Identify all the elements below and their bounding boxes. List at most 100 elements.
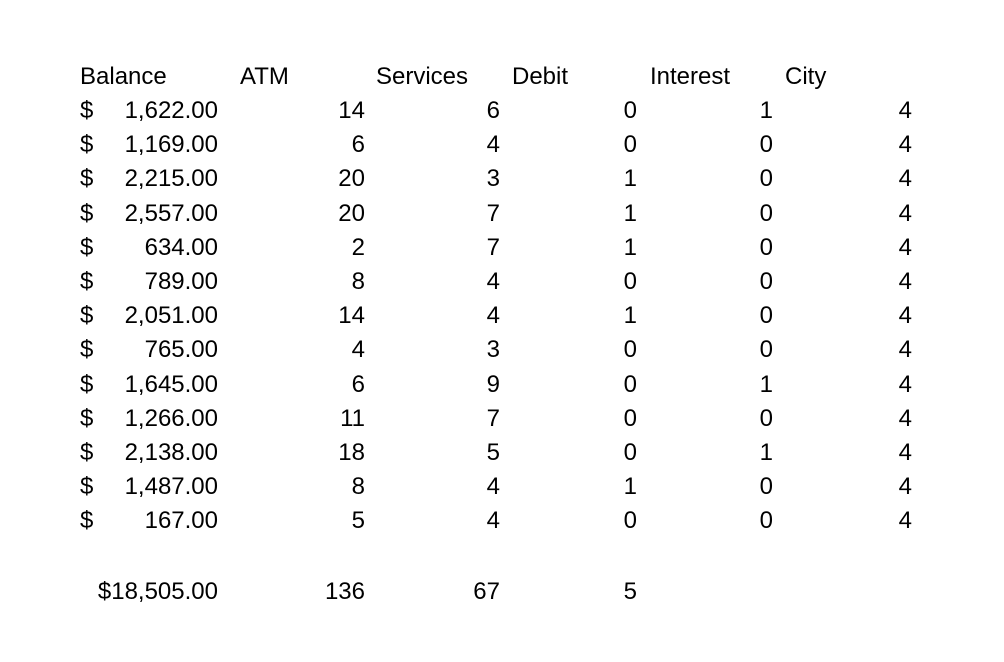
cell-debit: 1: [623, 473, 637, 501]
cell-city: 4: [898, 473, 912, 501]
cell-interest: 1: [759, 370, 773, 398]
cell-debit: 0: [623, 439, 637, 466]
cell-services: 7: [486, 404, 500, 432]
cell-city: 4: [898, 268, 912, 295]
cell-balance: 2,138.00: [124, 439, 218, 466]
cell-interest: 0: [759, 131, 773, 159]
cell-atm: 20: [338, 199, 365, 227]
cell-debit: 0: [623, 97, 637, 124]
cell-atm: 6: [351, 370, 365, 398]
cell-balance: 2,051.00: [124, 302, 218, 330]
cell-balance: 1,266.00: [124, 404, 218, 432]
currency-symbol: $: [80, 439, 94, 466]
cell-debit: 1: [623, 199, 637, 227]
cell-debit: 1: [623, 165, 637, 193]
cell-atm: 8: [351, 473, 365, 501]
cell-city: 4: [898, 165, 912, 193]
cell-balance: 1,645.00: [124, 370, 218, 398]
cell-interest: 1: [759, 439, 773, 466]
cell-services: 5: [486, 439, 500, 466]
cell-debit: 1: [623, 302, 637, 330]
cell-services: 4: [486, 131, 500, 159]
cell-balance: 1,169.00: [124, 131, 218, 159]
cell-atm: 5: [351, 507, 365, 535]
column-header-balance: Balance: [80, 63, 167, 90]
cell-services: 9: [486, 370, 500, 398]
cell-debit: 0: [623, 370, 637, 398]
cell-interest: 0: [759, 268, 773, 295]
currency-symbol: $: [80, 165, 94, 193]
currency-symbol: $: [80, 336, 94, 364]
currency-symbol: $: [80, 233, 94, 261]
cell-balance: 765.00: [144, 336, 218, 364]
column-header-services: Services: [376, 63, 469, 90]
cell-services: 4: [486, 302, 500, 330]
currency-symbol: $: [80, 302, 94, 330]
cell-city: 4: [898, 302, 912, 330]
column-header-atm: ATM: [240, 63, 289, 90]
cell-interest: 0: [759, 507, 773, 535]
cell-balance: 167.00: [144, 507, 218, 535]
cell-debit: 0: [623, 268, 637, 295]
currency-symbol: $: [80, 268, 94, 295]
cell-interest: 0: [759, 473, 773, 501]
cell-atm: 2: [351, 233, 365, 261]
cell-services: 6: [486, 97, 500, 124]
cell-atm: 8: [351, 268, 365, 295]
currency-symbol: $: [80, 97, 94, 124]
cell-interest: 0: [759, 199, 773, 227]
cell-balance: 1,487.00: [124, 473, 218, 501]
total-atm: 136: [324, 578, 365, 605]
cell-services: 4: [486, 473, 500, 501]
cell-city: 4: [898, 507, 912, 535]
cell-interest: 0: [759, 302, 773, 330]
cell-balance: 634.00: [144, 233, 218, 261]
cell-interest: 0: [759, 404, 773, 432]
cell-city: 4: [898, 131, 912, 159]
total-balance: $18,505.00: [97, 578, 218, 605]
total-debit: 5: [623, 578, 637, 605]
currency-symbol: $: [80, 131, 94, 159]
cell-city: 4: [898, 97, 912, 124]
cell-services: 4: [486, 507, 500, 535]
cell-atm: 18: [338, 439, 365, 466]
cell-city: 4: [898, 404, 912, 432]
cell-interest: 0: [759, 165, 773, 193]
currency-symbol: $: [80, 370, 94, 398]
cell-services: 3: [486, 165, 500, 193]
cell-atm: 20: [338, 165, 365, 193]
column-header-city: City: [785, 63, 827, 90]
total-services: 67: [473, 578, 500, 605]
currency-symbol: $: [80, 507, 94, 535]
cell-atm: 6: [351, 131, 365, 159]
cell-debit: 0: [623, 507, 637, 535]
cell-atm: 11: [340, 404, 365, 432]
currency-symbol: $: [80, 199, 94, 227]
cell-interest: 0: [759, 233, 773, 261]
cell-atm: 14: [338, 97, 365, 124]
cell-city: 4: [898, 336, 912, 364]
column-header-interest: Interest: [650, 63, 731, 90]
cell-debit: 1: [623, 233, 637, 261]
cell-atm: 4: [351, 336, 365, 364]
cell-balance: 2,215.00: [124, 165, 218, 193]
cell-debit: 0: [623, 336, 637, 364]
column-header-debit: Debit: [512, 63, 569, 90]
cell-balance: 1,622.00: [124, 97, 218, 124]
cell-city: 4: [898, 233, 912, 261]
cell-services: 7: [486, 233, 500, 261]
cell-city: 4: [898, 439, 912, 466]
cell-balance: 789.00: [144, 268, 218, 295]
cell-debit: 0: [623, 404, 637, 432]
cell-services: 3: [486, 336, 500, 364]
cell-services: 4: [486, 268, 500, 295]
cell-interest: 0: [759, 336, 773, 364]
cell-interest: 1: [759, 97, 773, 124]
cell-services: 7: [486, 199, 500, 227]
cell-debit: 0: [623, 131, 637, 159]
cell-city: 4: [898, 370, 912, 398]
cell-balance: 2,557.00: [124, 199, 218, 227]
currency-symbol: $: [80, 404, 94, 432]
cell-atm: 14: [338, 302, 365, 330]
cell-city: 4: [898, 199, 912, 227]
